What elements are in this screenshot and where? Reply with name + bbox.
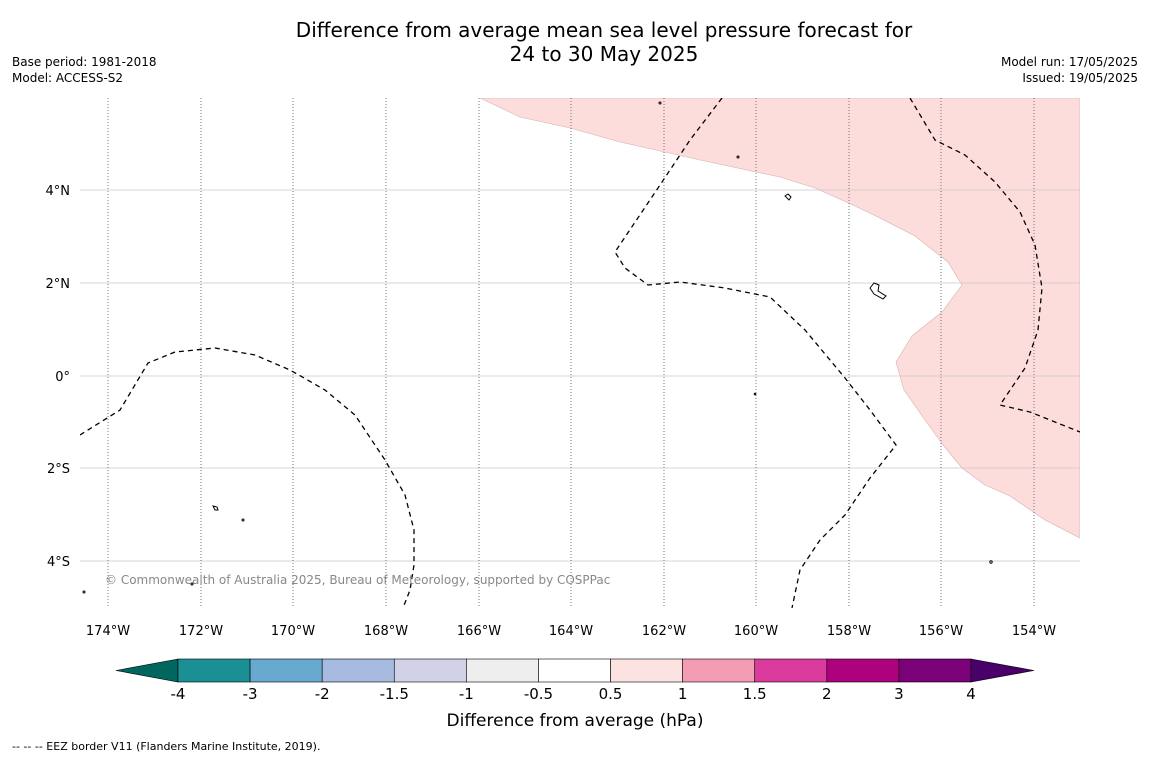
colorbar-tick-label: 4 bbox=[966, 685, 976, 703]
lon-label: 168°W bbox=[364, 624, 408, 639]
colorbar-tick-label: 2 bbox=[822, 685, 832, 703]
eez-border-east bbox=[909, 98, 1080, 433]
lon-label: 160°W bbox=[734, 624, 778, 639]
colorbar-tick-label: 1.5 bbox=[743, 685, 767, 703]
colorbar-segment bbox=[610, 658, 683, 683]
map-area: © Commonwealth of Australia 2025, Bureau… bbox=[80, 98, 1080, 608]
latitude-grid bbox=[80, 189, 1080, 562]
lat-label: 4°N bbox=[46, 184, 71, 199]
island bbox=[190, 582, 194, 586]
lat-label: 0° bbox=[55, 370, 70, 385]
title-line-2: 24 to 30 May 2025 bbox=[509, 42, 699, 66]
island bbox=[753, 392, 757, 396]
base-period: Base period: 1981-2018 bbox=[12, 55, 157, 69]
colorbar-segment bbox=[826, 658, 900, 683]
colorbar-under-arrow bbox=[115, 658, 179, 683]
colorbar-tick-label: 1 bbox=[678, 685, 688, 703]
eez-footnote: -- -- -- EEZ border V11 (Flanders Marine… bbox=[12, 740, 321, 753]
eez-border-kiribati-gilberts bbox=[80, 347, 415, 608]
map-title: Difference from average mean sea level p… bbox=[0, 18, 1150, 66]
copyright-notice: © Commonwealth of Australia 2025, Bureau… bbox=[105, 573, 610, 587]
island bbox=[241, 518, 245, 522]
colorbar-segment bbox=[249, 658, 323, 683]
island bbox=[784, 193, 792, 201]
lon-label: 156°W bbox=[919, 624, 963, 639]
lat-label: 4°S bbox=[47, 555, 70, 570]
lon-label: 154°W bbox=[1012, 624, 1056, 639]
colorbar-tick-label: 3 bbox=[894, 685, 904, 703]
lon-label: 162°W bbox=[642, 624, 686, 639]
island bbox=[658, 101, 662, 105]
colorbar-tick-label: -3 bbox=[243, 685, 258, 703]
lon-label: 158°W bbox=[827, 624, 871, 639]
colorbar-tick-label: -2 bbox=[315, 685, 330, 703]
island bbox=[989, 560, 993, 564]
title-line-1: Difference from average mean sea level p… bbox=[295, 18, 913, 42]
meta-left: Base period: 1981-2018 Model: ACCESS-S2 bbox=[12, 54, 157, 86]
colorbar-segment bbox=[177, 658, 251, 683]
colorbar: -4 -3 -2 -1.5 -1 -0.5 0.5 1 1.5 2 3 4 Difference fr… bbox=[115, 658, 1035, 731]
lon-label: 170°W bbox=[271, 624, 315, 639]
lon-label: 172°W bbox=[179, 624, 223, 639]
colorbar-tick-label: 0.5 bbox=[599, 685, 623, 703]
island bbox=[736, 155, 740, 159]
island bbox=[82, 590, 86, 594]
lon-label: 174°W bbox=[86, 624, 130, 639]
island bbox=[869, 282, 887, 300]
colorbar-segment bbox=[538, 658, 611, 683]
colorbar-tick-label: -4 bbox=[171, 685, 186, 703]
colorbar-label: Difference from average (hPa) bbox=[447, 711, 704, 731]
lat-label: 2°N bbox=[46, 277, 71, 292]
anomaly-region bbox=[479, 98, 1080, 539]
colorbar-segment bbox=[466, 658, 539, 683]
issued-date: Issued: 19/05/2025 bbox=[1022, 71, 1138, 85]
islands bbox=[82, 101, 993, 594]
colorbar-segment bbox=[754, 658, 828, 683]
eez-borders bbox=[80, 98, 1080, 608]
model-name: Model: ACCESS-S2 bbox=[12, 71, 124, 85]
model-run: Model run: 17/05/2025 bbox=[1000, 55, 1138, 69]
colorbar-over-arrow bbox=[970, 658, 1035, 683]
longitude-labels: 174°W 172°W 170°W 168°W 166°W 164°W 162°… bbox=[86, 624, 1056, 639]
colorbar-tick-label: -0.5 bbox=[524, 685, 553, 703]
lon-label: 164°W bbox=[549, 624, 593, 639]
colorbar-segment bbox=[321, 658, 395, 683]
island bbox=[212, 505, 219, 511]
colorbar-segment bbox=[898, 658, 972, 683]
longitude-grid bbox=[107, 98, 1035, 608]
eez-border-kiribati-line-islands bbox=[614, 98, 897, 608]
latitude-labels: 4°N 2°N 0° 2°S 4°S bbox=[46, 184, 71, 570]
colorbar-tick-label: -1 bbox=[459, 685, 474, 703]
meta-right: Model run: 17/05/2025 Issued: 19/05/2025 bbox=[1001, 54, 1138, 86]
colorbar-segment bbox=[682, 658, 756, 683]
lon-label: 166°W bbox=[457, 624, 501, 639]
lat-label: 2°S bbox=[47, 462, 70, 477]
colorbar-tick-label: -1.5 bbox=[380, 685, 409, 703]
colorbar-segment bbox=[393, 658, 467, 683]
